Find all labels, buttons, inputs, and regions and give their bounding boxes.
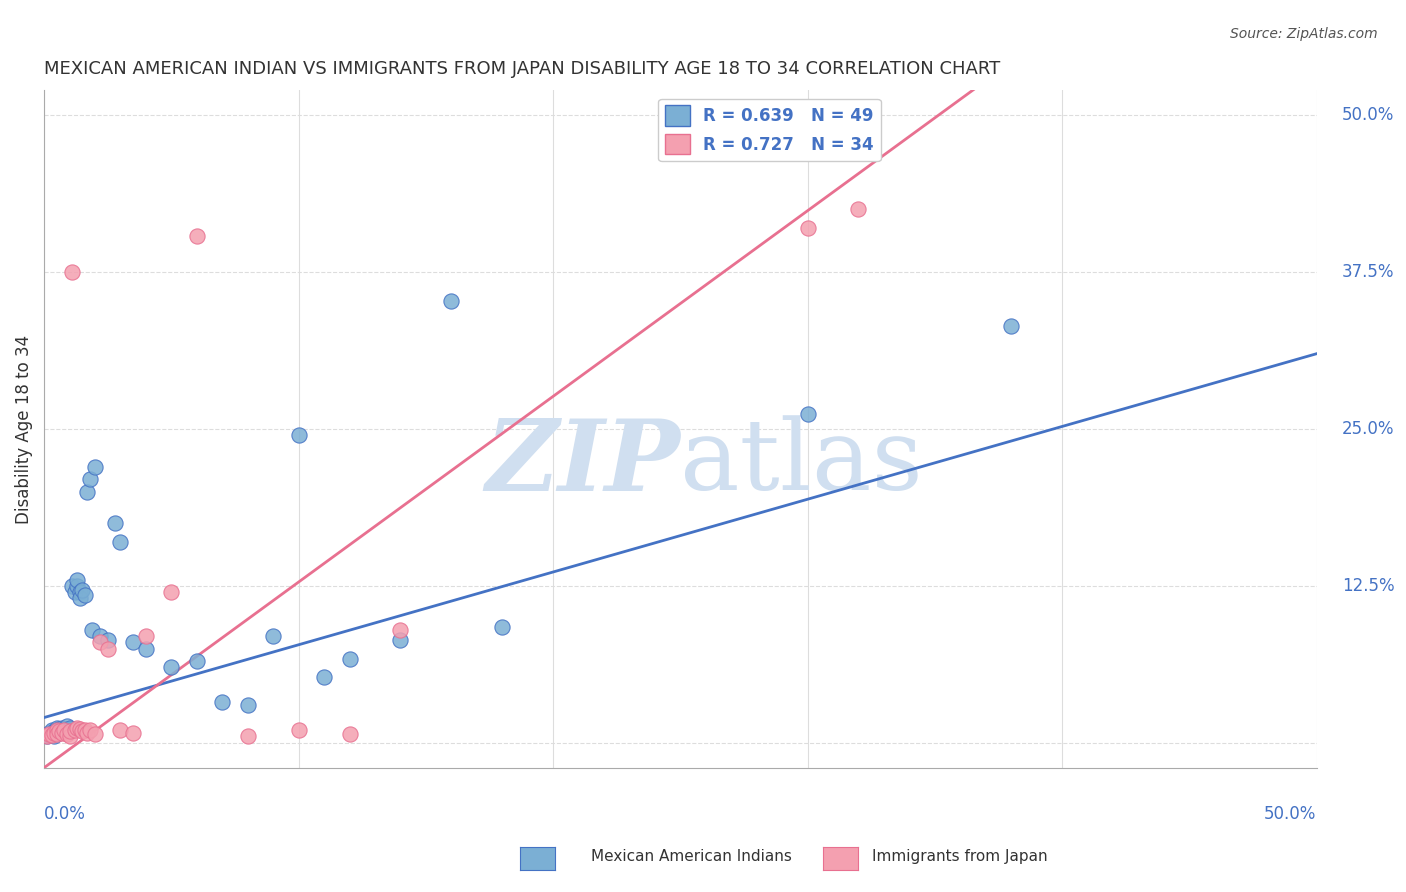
- Point: [53, 722, 76, 736]
- Point: [58, 723, 80, 737]
- Point: [60, 265, 83, 279]
- Point: [72, 724, 94, 739]
- Text: 37.5%: 37.5%: [1343, 263, 1395, 281]
- Point: [236, 729, 259, 743]
- Point: [82, 623, 104, 637]
- Point: [63, 723, 86, 737]
- Point: [104, 516, 127, 530]
- Point: [89, 635, 111, 649]
- Text: 25.0%: 25.0%: [1343, 420, 1395, 438]
- Text: MEXICAN AMERICAN INDIAN VS IMMIGRANTS FROM JAPAN DISABILITY AGE 18 TO 34 CORRELA: MEXICAN AMERICAN INDIAN VS IMMIGRANTS FR…: [44, 60, 1000, 78]
- Point: [45, 723, 67, 737]
- Text: atlas: atlas: [681, 415, 924, 511]
- Point: [63, 585, 86, 599]
- Point: [262, 629, 284, 643]
- Text: 50.0%: 50.0%: [1264, 805, 1316, 823]
- Point: [491, 620, 513, 634]
- Point: [76, 484, 98, 499]
- Point: [135, 641, 157, 656]
- Point: [122, 725, 145, 739]
- Point: [312, 670, 335, 684]
- Text: 50.0%: 50.0%: [1343, 106, 1395, 124]
- Point: [287, 428, 309, 442]
- Point: [110, 535, 132, 549]
- Point: [186, 654, 208, 668]
- Point: [58, 721, 80, 735]
- Point: [69, 722, 91, 736]
- Point: [48, 722, 70, 736]
- Point: [160, 585, 183, 599]
- Point: [72, 582, 94, 597]
- Point: [58, 724, 80, 739]
- Point: [110, 723, 132, 737]
- Point: [66, 573, 89, 587]
- Legend: R = 0.639   N = 49, R = 0.727   N = 34: R = 0.639 N = 49, R = 0.727 N = 34: [658, 99, 880, 161]
- Point: [796, 221, 818, 235]
- Point: [41, 723, 63, 737]
- Point: [73, 588, 96, 602]
- Point: [69, 591, 91, 606]
- Point: [160, 660, 183, 674]
- Point: [287, 723, 309, 737]
- Point: [211, 696, 233, 710]
- Point: [44, 725, 66, 739]
- Point: [53, 723, 76, 737]
- Point: [848, 202, 870, 217]
- Point: [38, 725, 60, 739]
- Y-axis label: Disability Age 18 to 34: Disability Age 18 to 34: [15, 334, 32, 524]
- Point: [69, 585, 91, 599]
- Point: [41, 727, 63, 741]
- Text: ZIP: ZIP: [485, 415, 681, 511]
- Text: Mexican American Indians: Mexican American Indians: [591, 849, 792, 863]
- Point: [45, 723, 67, 737]
- Point: [796, 407, 818, 421]
- Text: Immigrants from Japan: Immigrants from Japan: [872, 849, 1047, 863]
- Point: [135, 629, 157, 643]
- Text: Source: ZipAtlas.com: Source: ZipAtlas.com: [1230, 27, 1378, 41]
- Point: [53, 723, 76, 737]
- Point: [38, 727, 60, 741]
- Point: [45, 727, 67, 741]
- Point: [84, 727, 107, 741]
- Point: [440, 293, 463, 308]
- Point: [66, 579, 89, 593]
- Point: [41, 728, 63, 742]
- Point: [58, 729, 80, 743]
- Point: [56, 727, 79, 741]
- Point: [35, 729, 58, 743]
- Point: [339, 727, 361, 741]
- Point: [56, 719, 79, 733]
- Text: 12.5%: 12.5%: [1343, 577, 1395, 595]
- Point: [97, 632, 120, 647]
- Point: [79, 472, 101, 486]
- Point: [186, 228, 208, 243]
- Point: [45, 721, 67, 735]
- Point: [236, 698, 259, 712]
- Point: [35, 729, 58, 743]
- Point: [51, 724, 73, 739]
- Point: [84, 459, 107, 474]
- Point: [122, 635, 145, 649]
- Point: [51, 721, 73, 735]
- Point: [97, 641, 120, 656]
- Point: [389, 623, 412, 637]
- Point: [1000, 319, 1022, 334]
- Point: [44, 729, 66, 743]
- Point: [73, 723, 96, 737]
- Point: [51, 725, 73, 739]
- Point: [66, 721, 89, 735]
- Text: 0.0%: 0.0%: [44, 805, 86, 823]
- Point: [38, 728, 60, 742]
- Point: [89, 629, 111, 643]
- Point: [60, 579, 83, 593]
- Point: [48, 725, 70, 739]
- Point: [44, 724, 66, 739]
- Point: [389, 632, 412, 647]
- Point: [79, 723, 101, 737]
- Point: [48, 724, 70, 739]
- Point: [76, 725, 98, 739]
- Point: [339, 651, 361, 665]
